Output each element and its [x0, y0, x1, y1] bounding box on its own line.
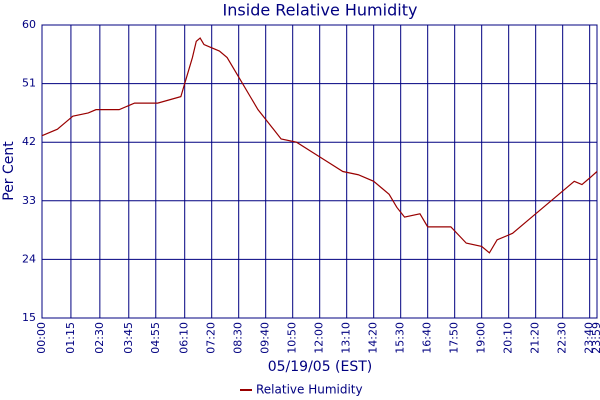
y-tick-label: 24: [22, 252, 36, 265]
x-tick-label: 14:20: [367, 322, 380, 354]
x-tick-label: 17:50: [448, 322, 461, 354]
y-tick-label: 60: [22, 18, 36, 31]
y-axis-label: Per Cent: [1, 141, 17, 201]
x-tick-label: 22:30: [556, 322, 569, 354]
x-tick-label: 04:55: [149, 322, 162, 354]
legend-label: Relative Humidity: [256, 383, 363, 397]
x-tick-label: 07:20: [205, 322, 218, 354]
x-tick-label: 10:50: [286, 322, 299, 354]
x-tick-label: 19:00: [475, 322, 488, 354]
x-tick-label: 13:10: [340, 322, 353, 354]
x-tick-label: 15:30: [394, 322, 407, 354]
chart-title: Inside Relative Humidity: [223, 1, 418, 20]
x-tick-label: 20:10: [502, 322, 515, 354]
y-tick-label: 51: [22, 77, 36, 90]
x-tick-label: 12:00: [313, 322, 326, 354]
x-tick-label: 23:59: [590, 322, 600, 354]
x-tick-label: 03:45: [122, 322, 135, 354]
x-tick-label: 02:30: [93, 322, 106, 354]
x-tick-label: 06:10: [178, 322, 191, 354]
x-tick-label: 09:40: [259, 322, 272, 354]
data-line: [41, 37, 598, 254]
x-tick-label: 01:15: [64, 322, 77, 354]
x-tick-label: 16:40: [421, 322, 434, 354]
x-tick-label: 00:00: [35, 322, 48, 354]
x-tick-label: 08:30: [232, 322, 245, 354]
x-axis-label: 05/19/05 (EST): [268, 359, 373, 375]
x-tick-label: 21:20: [529, 322, 542, 354]
y-tick-label: 42: [22, 135, 36, 148]
y-tick-label: 15: [22, 311, 36, 324]
y-tick-label: 33: [22, 194, 36, 207]
x-tick-label: 23:40: [583, 322, 596, 354]
